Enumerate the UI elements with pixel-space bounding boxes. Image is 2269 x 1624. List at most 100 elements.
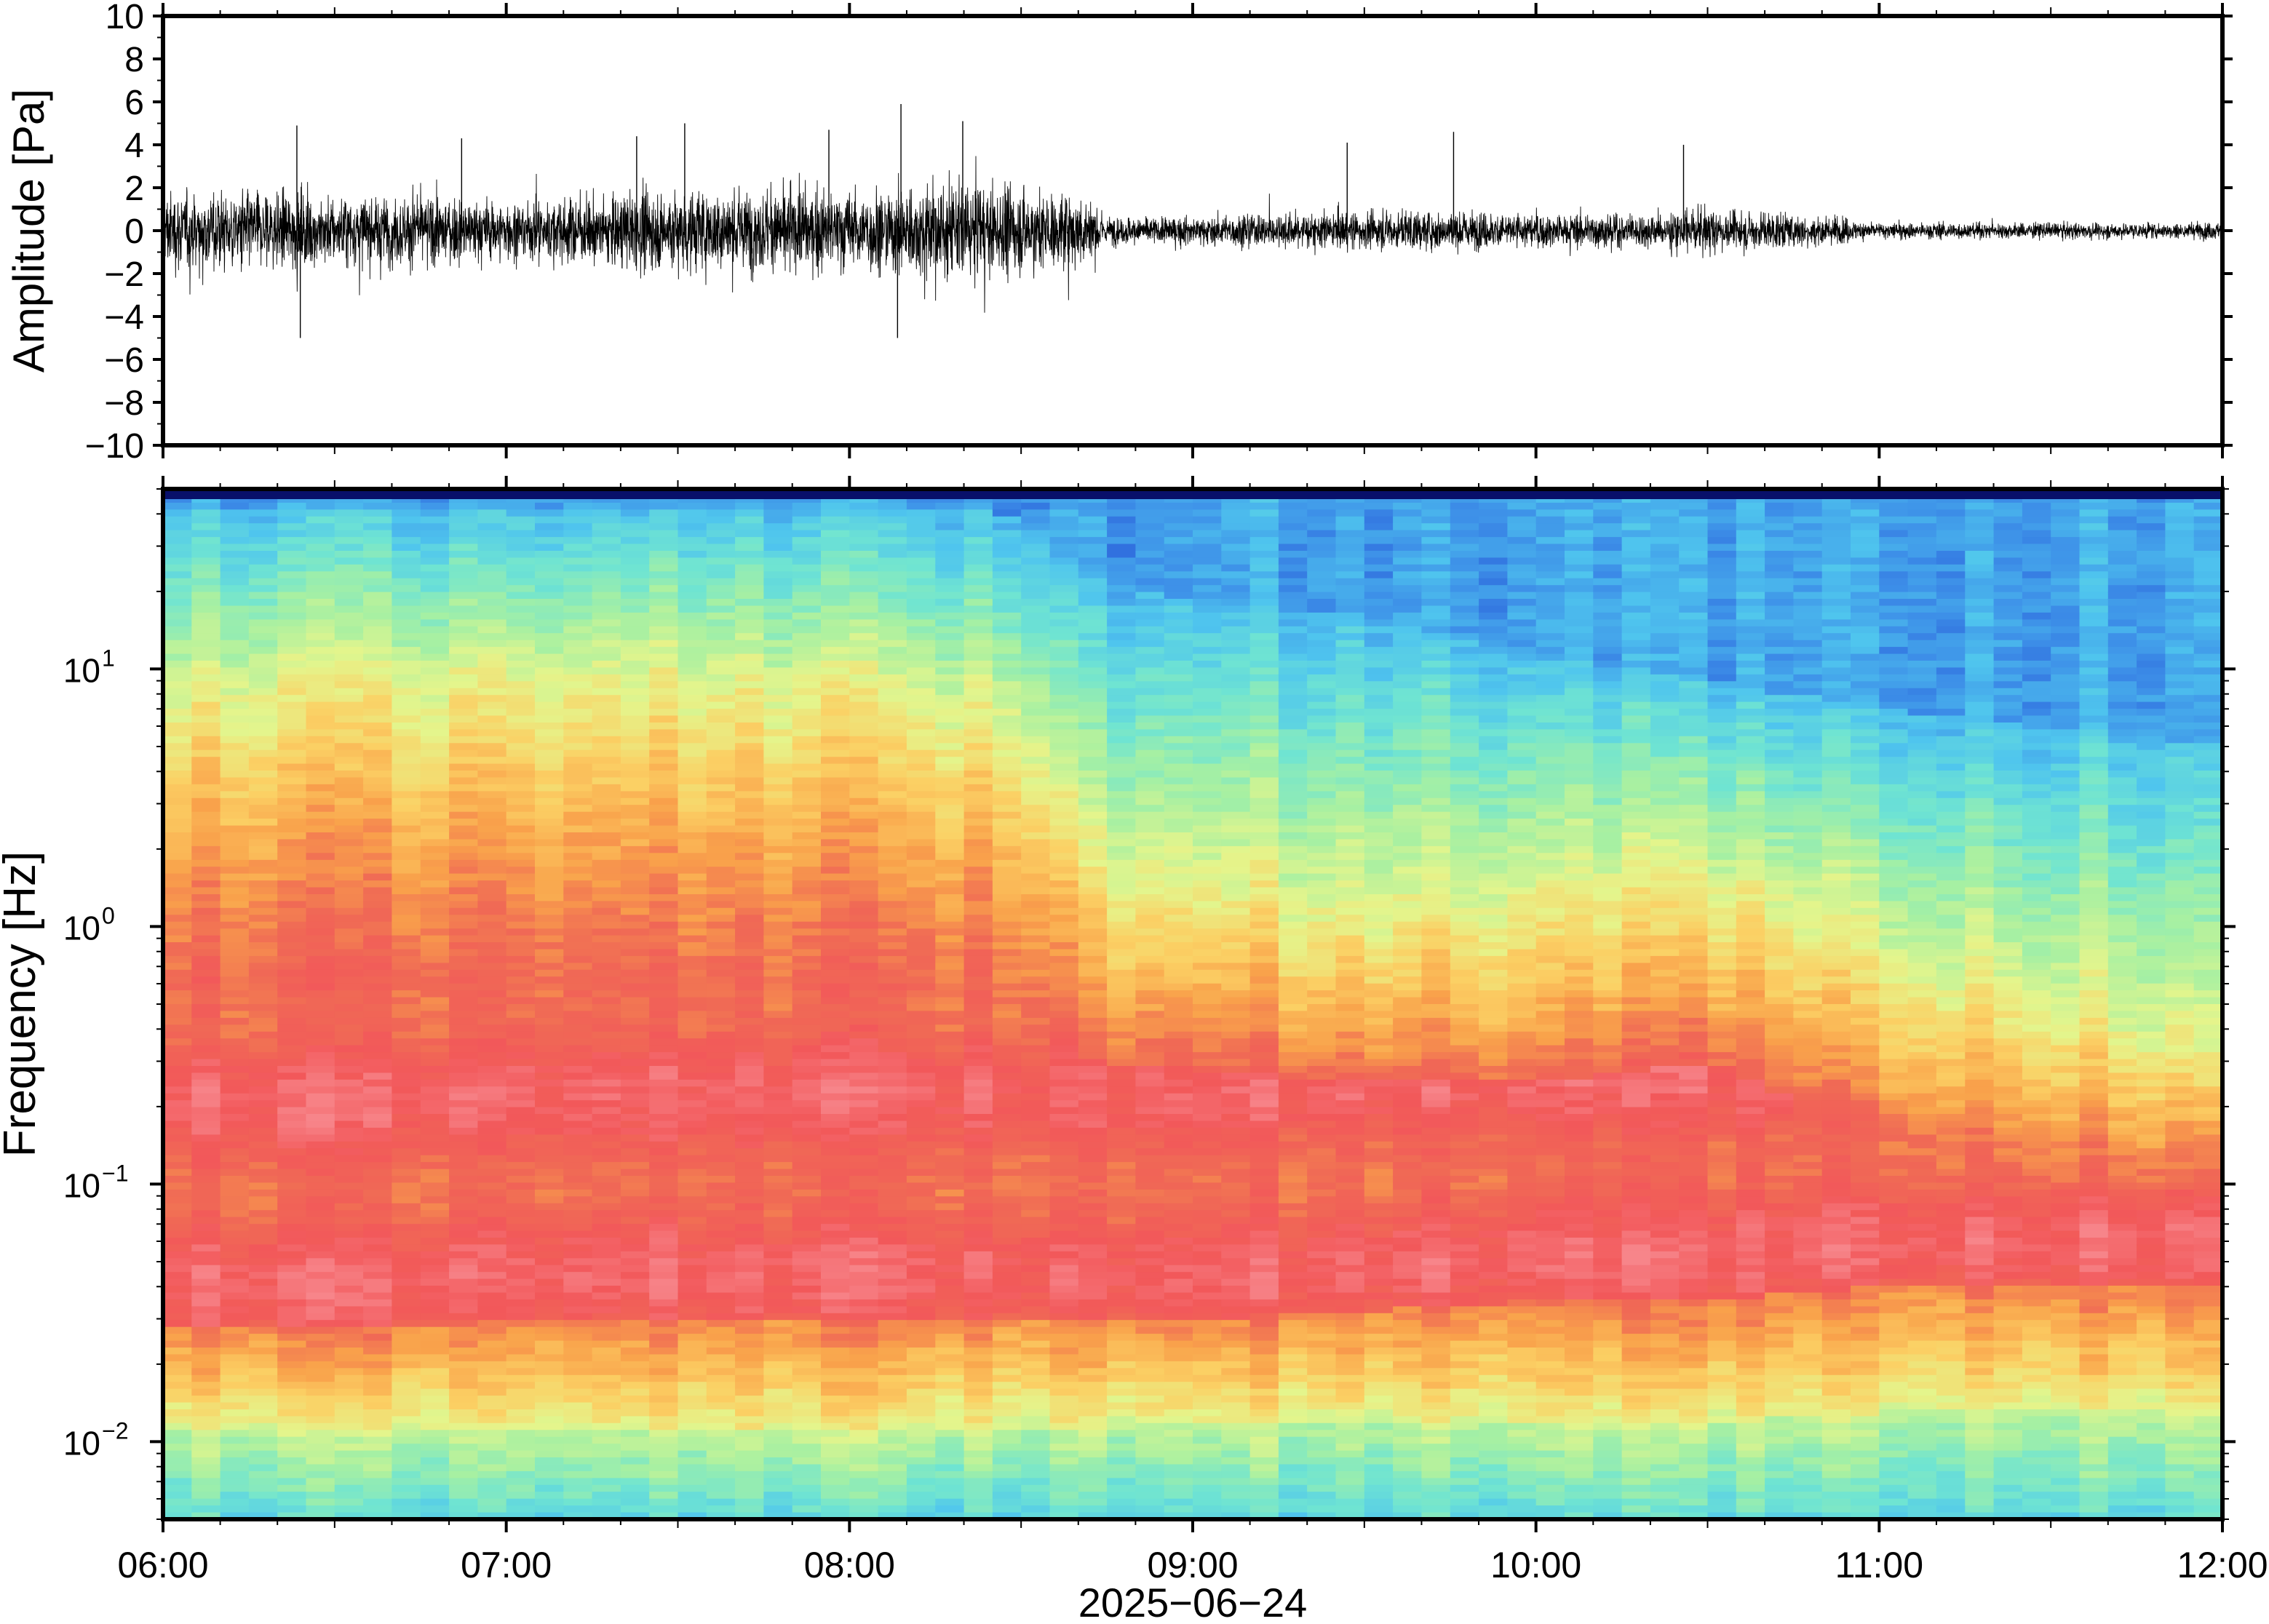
spectrogram-cell bbox=[420, 907, 450, 915]
spectrogram-cell bbox=[220, 1334, 250, 1342]
spectrogram-cell bbox=[706, 1203, 736, 1211]
spectrogram-cell bbox=[792, 928, 822, 936]
spectrogram-cell bbox=[220, 1402, 250, 1410]
spectrogram-cell bbox=[1021, 1217, 1051, 1225]
spectrogram-cell bbox=[620, 619, 650, 627]
spectrogram-cell bbox=[592, 942, 621, 950]
spectrogram-cell bbox=[620, 1354, 650, 1362]
spectrogram-cell bbox=[735, 1306, 765, 1314]
spectrogram-cell bbox=[935, 771, 965, 779]
spectrogram-cell bbox=[906, 743, 936, 751]
spectrogram-cell bbox=[277, 1436, 307, 1444]
spectrogram-cell bbox=[792, 811, 822, 819]
spectrogram-cell bbox=[477, 1086, 507, 1094]
spectrogram-cell bbox=[535, 819, 565, 827]
spectrogram-cell bbox=[1049, 832, 1079, 840]
spectrogram-cell bbox=[792, 1396, 822, 1404]
spectrogram-cell bbox=[535, 1238, 565, 1246]
spectrogram-cell bbox=[163, 557, 193, 565]
spectrogram-cell bbox=[563, 723, 593, 731]
spectrogram-cell bbox=[992, 1258, 1022, 1266]
amplitude-tick-label: −4 bbox=[104, 298, 144, 337]
spectrogram-cell bbox=[277, 887, 307, 895]
spectrogram-cell bbox=[306, 1079, 335, 1087]
spectrogram-cell bbox=[563, 1134, 593, 1142]
spectrogram-cell bbox=[963, 1368, 993, 1376]
spectrogram-cell bbox=[163, 1505, 193, 1513]
spectrogram-cell bbox=[277, 578, 307, 586]
spectrogram-cell bbox=[363, 1340, 393, 1348]
spectrogram-cell bbox=[992, 942, 1022, 950]
spectrogram-cell bbox=[163, 1272, 193, 1280]
spectrogram-cell bbox=[649, 1189, 679, 1198]
spectrogram-cell bbox=[763, 805, 793, 813]
spectrogram-cell bbox=[277, 1258, 307, 1266]
spectrogram-cell bbox=[363, 537, 393, 545]
spectrogram-cell bbox=[821, 1217, 851, 1225]
spectrogram-cell bbox=[334, 1224, 364, 1232]
spectrogram-cell bbox=[277, 647, 307, 655]
spectrogram-cell bbox=[420, 578, 450, 586]
spectrogram-cell bbox=[935, 1038, 965, 1046]
spectrogram-cell bbox=[677, 867, 707, 875]
spectrogram-cell bbox=[449, 845, 479, 854]
spectrogram-cell bbox=[1049, 1238, 1079, 1246]
spectrogram-cell bbox=[992, 681, 1022, 689]
spectrogram-cell bbox=[649, 1368, 679, 1376]
spectrogram-cell bbox=[649, 509, 679, 517]
spectrogram-cell bbox=[735, 619, 765, 627]
spectrogram-cell bbox=[248, 1388, 278, 1396]
spectrogram-cell bbox=[363, 1141, 393, 1149]
spectrogram-cell bbox=[248, 564, 278, 572]
spectrogram-cell bbox=[191, 1141, 221, 1149]
spectrogram-cell bbox=[248, 1155, 278, 1163]
spectrogram-cell bbox=[220, 1086, 250, 1094]
spectrogram-cell bbox=[334, 1361, 364, 1369]
spectrogram-cell bbox=[420, 825, 450, 833]
spectrogram-cell bbox=[477, 681, 507, 689]
spectrogram-cell bbox=[735, 901, 765, 909]
spectrogram-cell bbox=[248, 928, 278, 936]
spectrogram-cell bbox=[1049, 1224, 1079, 1232]
spectrogram-cell bbox=[821, 915, 851, 923]
spectrogram-cell bbox=[334, 935, 364, 943]
spectrogram-cell bbox=[191, 633, 221, 641]
spectrogram-cell bbox=[935, 915, 965, 923]
spectrogram-cell bbox=[677, 887, 707, 895]
spectrogram-cell bbox=[1021, 1320, 1051, 1328]
spectrogram-cell bbox=[392, 1169, 421, 1177]
spectrogram-cell bbox=[706, 551, 736, 559]
spectrogram-cell bbox=[963, 1121, 993, 1129]
spectrogram-cell bbox=[906, 1086, 936, 1094]
spectrogram-cell bbox=[649, 969, 679, 977]
spectrogram-cell bbox=[334, 502, 364, 511]
spectrogram-cell bbox=[878, 1512, 907, 1519]
spectrogram-cell bbox=[821, 688, 851, 696]
spectrogram-cell bbox=[620, 859, 650, 867]
spectrogram-cell bbox=[449, 585, 479, 593]
spectrogram-cell bbox=[849, 784, 879, 792]
spectrogram-cell bbox=[506, 819, 536, 827]
spectrogram-cell bbox=[735, 1464, 765, 1472]
spectrogram-cell bbox=[677, 743, 707, 751]
spectrogram-cell bbox=[649, 894, 679, 902]
spectrogram-cell bbox=[191, 661, 221, 669]
spectrogram-cell bbox=[535, 1127, 565, 1136]
spectrogram-cell bbox=[992, 1141, 1022, 1149]
spectrogram-cell bbox=[163, 839, 193, 847]
spectrogram-cell bbox=[277, 544, 307, 552]
spectrogram-cell bbox=[821, 495, 851, 503]
spectrogram-cell bbox=[449, 578, 479, 586]
spectrogram-cell bbox=[649, 1464, 679, 1472]
spectrogram-cell bbox=[191, 1286, 221, 1294]
spectrogram-cell bbox=[677, 942, 707, 950]
spectrogram-cell bbox=[1021, 1340, 1051, 1348]
spectrogram-cell bbox=[677, 502, 707, 511]
spectrogram-cell bbox=[592, 1368, 621, 1376]
spectrogram-cell bbox=[392, 495, 421, 503]
spectrogram-cell bbox=[763, 647, 793, 655]
spectrogram-cell bbox=[1049, 509, 1079, 517]
spectrogram-cell bbox=[277, 1169, 307, 1177]
spectrogram-cell bbox=[763, 859, 793, 867]
spectrogram-cell bbox=[992, 612, 1022, 621]
